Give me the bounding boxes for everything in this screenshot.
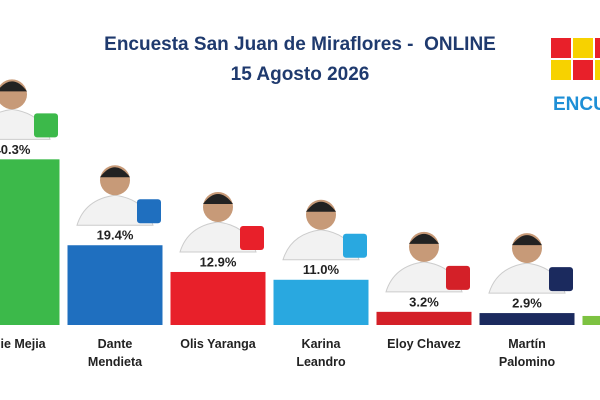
party-logo bbox=[549, 267, 573, 292]
chart-title: Encuesta San Juan de Miraflores - ONLINE bbox=[104, 34, 496, 55]
value-label: 3.2% bbox=[409, 294, 439, 309]
value-label: 2.9% bbox=[512, 296, 542, 311]
x-tick-label: Dante Mendieta bbox=[87, 337, 143, 369]
photo-hair bbox=[100, 167, 130, 178]
party-logo bbox=[240, 225, 264, 250]
bar bbox=[170, 271, 266, 325]
x-tick-label: Olis Yaranga bbox=[180, 337, 256, 351]
x-tick-label: Willie Mejia bbox=[0, 337, 46, 351]
party-logo bbox=[446, 265, 470, 290]
chart-subtitle: 15 Agosto 2026 bbox=[230, 64, 370, 85]
x-tick-label: Eloy Chavez bbox=[387, 337, 461, 351]
photo-hair bbox=[203, 193, 233, 204]
bar bbox=[479, 313, 575, 325]
candidate-photo bbox=[282, 199, 367, 261]
x-tick-label: Martín Palomino bbox=[498, 337, 556, 369]
candidate-photo bbox=[179, 191, 264, 253]
bar bbox=[0, 159, 60, 325]
x-tick-label: Karina Leandro bbox=[296, 337, 346, 369]
value-label: 19.4% bbox=[97, 228, 134, 243]
candidate-photo bbox=[385, 231, 470, 293]
value-label: 11.0% bbox=[303, 262, 340, 277]
logo-blocks bbox=[551, 38, 600, 80]
photo-hair bbox=[306, 201, 336, 212]
bar bbox=[273, 279, 369, 325]
value-label: 12.9% bbox=[200, 254, 237, 269]
candidate-photo bbox=[76, 165, 161, 226]
candidate-photo bbox=[488, 233, 573, 294]
photo-hair bbox=[0, 81, 27, 92]
photo-hair bbox=[512, 235, 542, 246]
party-logo bbox=[343, 233, 367, 258]
bar bbox=[582, 315, 600, 325]
candidate-photo bbox=[0, 79, 58, 140]
photo-hair bbox=[409, 233, 439, 244]
bar bbox=[67, 245, 163, 325]
bar bbox=[376, 311, 472, 325]
logo-text: ENCUESTA bbox=[553, 94, 600, 115]
party-logo bbox=[137, 199, 161, 224]
value-label: 40.3% bbox=[0, 142, 31, 157]
party-logo bbox=[34, 113, 58, 138]
